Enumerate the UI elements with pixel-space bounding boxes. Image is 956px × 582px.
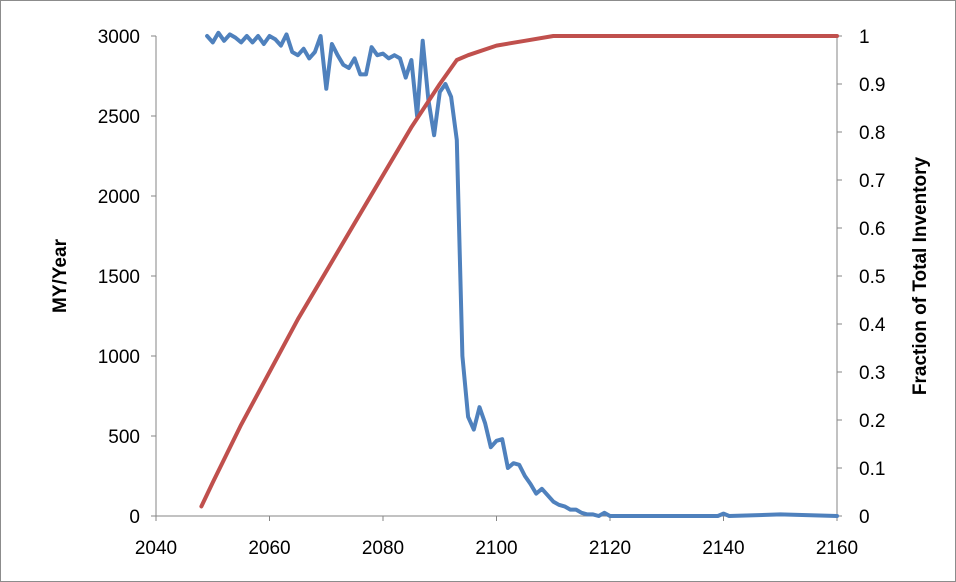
y2-tick-label: 0 xyxy=(859,507,870,528)
x-tick-label: 2060 xyxy=(248,538,290,559)
y-tick-label: 3000 xyxy=(98,27,140,48)
y-tick-label: 1000 xyxy=(98,347,140,368)
y2-tick-label: 0.2 xyxy=(859,411,885,432)
y2-tick-label: 0.3 xyxy=(859,363,885,384)
x-tick-label: 2040 xyxy=(135,538,177,559)
y2-axis-title: Fraction of Total Inventory xyxy=(910,156,931,395)
x-tick-label: 2080 xyxy=(362,538,404,559)
x-tick-label: 2100 xyxy=(475,538,517,559)
y2-tick-label: 0.7 xyxy=(859,171,885,192)
x-tick-label: 2140 xyxy=(702,538,744,559)
y-tick-label: 0 xyxy=(129,507,140,528)
y2-tick-label: 1 xyxy=(859,27,870,48)
y-tick-label: 2500 xyxy=(98,107,140,128)
x-tick-label: 2120 xyxy=(589,538,631,559)
y2-tick-label: 0.5 xyxy=(859,267,885,288)
y-tick-label: 500 xyxy=(108,427,140,448)
y2-tick-label: 0.8 xyxy=(859,123,885,144)
series-layer xyxy=(199,30,839,518)
y2-tick-label: 0.6 xyxy=(859,219,885,240)
y-tick-label: 1500 xyxy=(98,267,140,288)
axes xyxy=(151,35,842,521)
y2-tick-label: 0.1 xyxy=(859,459,885,480)
tick-labels: 0 500 1000 1500 2000 2500 3000 0 0.1 0.2 0.3 0.4 0.5… xyxy=(98,27,886,559)
y-axis-title: MY/Year xyxy=(50,238,71,313)
y2-tick-label: 0.4 xyxy=(859,315,886,336)
y-tick-label: 2000 xyxy=(98,187,140,208)
series-line-1 xyxy=(205,30,839,518)
y2-tick-label: 0.9 xyxy=(859,75,885,96)
series-line-2 xyxy=(199,34,839,509)
x-tick-label: 2160 xyxy=(816,538,858,559)
